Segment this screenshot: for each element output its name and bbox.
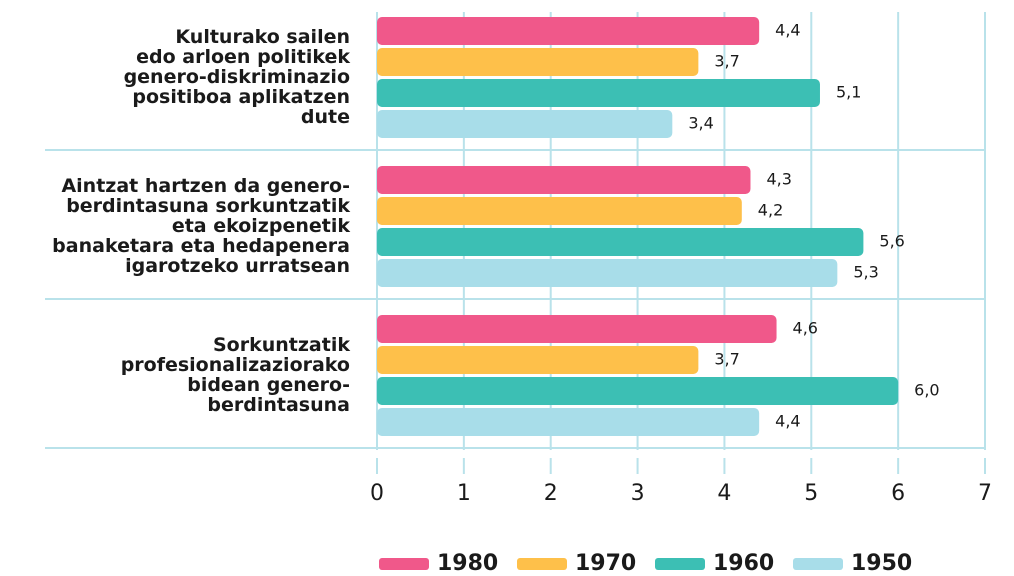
bar	[377, 228, 864, 256]
x-tick-label: 3	[631, 481, 645, 506]
value-label: 4,4	[775, 412, 800, 431]
legend-label: 1980	[437, 551, 498, 576]
bar	[377, 166, 751, 194]
legend-label: 1950	[851, 551, 912, 576]
category-label: Sorkuntzatik	[213, 334, 350, 356]
category-label: igarotzeko urratsean	[125, 255, 350, 277]
bar	[377, 408, 760, 436]
category-label: edo arloen politikek	[136, 46, 350, 68]
value-label: 4,4	[775, 21, 800, 40]
category-label: positiboa aplikatzen	[132, 86, 350, 108]
x-tick-label: 4	[717, 481, 731, 506]
category-label: genero-diskriminazio	[124, 66, 350, 88]
category-label: berdintasuna sorkuntzatik	[66, 195, 350, 217]
legend-swatch	[655, 558, 705, 570]
legend-label: 1970	[575, 551, 636, 576]
category-label: profesionalizaziorako	[121, 354, 350, 376]
bar	[377, 259, 838, 287]
bar	[377, 110, 673, 138]
category-label: berdintasuna	[207, 394, 350, 416]
value-label: 5,6	[879, 232, 904, 251]
x-tick-label: 5	[804, 481, 818, 506]
value-label: 3,7	[714, 52, 739, 71]
bar	[377, 346, 699, 374]
category-label: bidean genero-	[187, 374, 350, 396]
legend-label: 1960	[713, 551, 774, 576]
category-label: Aintzat hartzen da genero-	[61, 175, 350, 197]
value-label: 6,0	[914, 381, 939, 400]
category-label: banaketara eta hedapenera	[52, 235, 350, 257]
x-tick-label: 7	[978, 481, 992, 506]
value-label: 5,1	[836, 83, 861, 102]
value-label: 4,2	[758, 201, 783, 220]
value-label: 4,3	[766, 170, 791, 189]
value-label: 3,7	[714, 350, 739, 369]
x-tick-label: 0	[370, 481, 384, 506]
bar	[377, 17, 760, 45]
x-tick-label: 1	[457, 481, 471, 506]
bar	[377, 79, 820, 107]
value-label: 4,6	[793, 319, 818, 338]
bar	[377, 377, 899, 405]
value-label: 3,4	[688, 114, 713, 133]
legend-swatch	[379, 558, 429, 570]
bar	[377, 197, 742, 225]
value-label: 5,3	[853, 263, 878, 282]
bar	[377, 315, 777, 343]
x-tick-label: 6	[891, 481, 905, 506]
category-label: dute	[301, 106, 350, 128]
legend-swatch	[793, 558, 843, 570]
category-label: Kulturako sailen	[175, 26, 350, 48]
category-label: eta ekoizpenetik	[172, 215, 351, 237]
x-tick-label: 2	[544, 481, 558, 506]
bar	[377, 48, 699, 76]
legend-swatch	[517, 558, 567, 570]
